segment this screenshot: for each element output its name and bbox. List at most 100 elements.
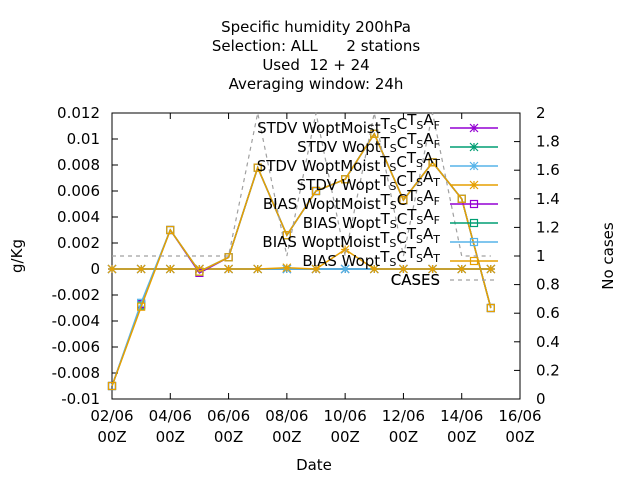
data-point	[224, 253, 233, 262]
x-tick-label: 00Z	[214, 428, 243, 446]
legend-marker	[469, 142, 479, 152]
x-tick-label: 00Z	[97, 428, 126, 446]
y-tick-label: -0.004	[52, 312, 100, 330]
data-point	[457, 264, 467, 274]
series-line	[112, 112, 491, 257]
x-tick-label: 00Z	[330, 428, 359, 446]
y-axis-label: g/Kg	[8, 239, 26, 273]
y2-tick-label: 1	[536, 247, 546, 265]
title-line: Selection: ALL 2 stations	[212, 37, 420, 55]
legend-label: BIAS WoptMoistTSCTSAF	[263, 187, 440, 213]
x-tick-label: 00Z	[447, 428, 476, 446]
series-8	[112, 112, 491, 257]
y2-tick-label: 1.2	[536, 218, 560, 236]
data-point	[165, 264, 175, 274]
legend-entry: BIAS WoptMoistTSCTSAF	[263, 187, 498, 213]
legend-entry: BIAS WoptTSCTSAT	[302, 244, 498, 270]
x-tick-label: 12/06	[382, 407, 425, 425]
y-tick-label: -0.008	[52, 364, 100, 382]
title-line: Used 12 + 24	[262, 56, 369, 74]
data-point	[428, 158, 437, 167]
legend-label: STDV WoptTSCTSAT	[297, 168, 441, 194]
data-point	[340, 264, 350, 274]
x-tick-label: 00Z	[389, 428, 418, 446]
legend-entry: BIAS WoptTSCTSAF	[303, 206, 498, 232]
legend-label: STDV WoptMoistTSCTSAT	[257, 149, 441, 175]
x-axis-label: Date	[296, 456, 332, 474]
data-point	[253, 163, 262, 172]
legend-entry: STDV WoptTSCTSAF	[297, 130, 498, 156]
data-point	[107, 264, 117, 274]
legend-marker	[469, 237, 479, 247]
data-point	[399, 196, 408, 205]
x-tick-labels: 02/06 00Z 04/06 00Z 06/06 00Z 08/06 00Z 10/06 00Z…	[90, 407, 541, 446]
legend-label: BIAS WoptTSCTSAT	[302, 244, 440, 270]
y2-axis-label: No cases	[599, 222, 617, 290]
data-point	[107, 381, 117, 391]
data-point	[282, 231, 291, 240]
y2-tick-labels: 0 0.2 0.4 0.6 0.8 1 1.2 1.4 1.6 1.8 2	[536, 104, 560, 408]
data-point	[370, 129, 379, 138]
legend-entry: STDV WoptTSCTSAT	[297, 168, 498, 194]
x-tick-label: 00Z	[505, 428, 534, 446]
legend-marker	[469, 161, 479, 171]
data-point	[136, 264, 146, 274]
title-line: Averaging window: 24h	[229, 75, 404, 93]
data-point	[137, 302, 146, 311]
x-tick-label: 00Z	[272, 428, 301, 446]
axis-ticks	[111, 112, 521, 400]
data-point	[369, 264, 379, 274]
series-7	[107, 129, 495, 391]
y2-tick-label: 1.6	[536, 161, 560, 179]
y-tick-label: 0.01	[67, 130, 100, 148]
x-tick-label: 08/06	[265, 407, 308, 425]
y2-tick-label: 0.6	[536, 304, 560, 322]
x-tick-label: 04/06	[149, 407, 192, 425]
legend-label: BIAS WoptTSCTSAF	[303, 206, 440, 232]
legend-entry: CASES	[391, 271, 498, 289]
y2-tick-label: 1.8	[536, 133, 560, 151]
legend-entry: STDV WoptMoistTSCTSAT	[257, 149, 498, 175]
legend-entry: STDV WoptMoistTSCTSAF	[257, 111, 498, 137]
y2-tick-label: 0.8	[536, 276, 560, 294]
y-tick-label: 0.006	[57, 182, 100, 200]
y-tick-label: 0.008	[57, 156, 100, 174]
x-tick-label: 00Z	[156, 428, 185, 446]
legend-label: BIAS WoptMoistTSCTSAT	[262, 225, 440, 251]
x-tick-label: 14/06	[440, 407, 483, 425]
data-point	[311, 264, 321, 274]
data-point	[399, 264, 408, 274]
y-tick-label: 0	[90, 260, 100, 278]
legend-entry: CASES	[391, 271, 440, 289]
data-point	[486, 264, 496, 274]
series-line	[112, 248, 491, 270]
y2-tick-label: 0.4	[536, 333, 560, 351]
y-tick-label: 0.002	[57, 234, 100, 252]
data-point	[282, 263, 292, 273]
y2-tick-label: 0.2	[536, 361, 560, 379]
title-line: Specific humidity 200hPa	[221, 18, 411, 36]
legend-label: CASES	[391, 271, 440, 289]
data-point	[428, 264, 437, 274]
legend-entry: BIAS WoptMoistTSCTSAT	[262, 225, 498, 251]
legend-marker	[469, 199, 479, 209]
y-tick-label: 0.004	[57, 208, 100, 226]
legend-label: CASES	[391, 271, 440, 289]
data-point	[457, 194, 466, 203]
y2-tick-label: 0	[536, 390, 546, 408]
y-tick-label: -0.002	[52, 286, 100, 304]
y2-tick-label: 2	[536, 104, 546, 122]
legend-marker	[469, 123, 479, 133]
y-tick-label: -0.01	[61, 390, 100, 408]
y2-tick-label: 1.4	[536, 190, 560, 208]
x-tick-label: 10/06	[324, 407, 367, 425]
series-line	[111, 132, 492, 387]
data-point	[341, 175, 350, 184]
data-point	[486, 303, 495, 313]
series-group	[107, 112, 496, 391]
data-point	[253, 264, 263, 274]
data-point	[195, 267, 204, 276]
x-tick-label: 02/06	[90, 407, 133, 425]
